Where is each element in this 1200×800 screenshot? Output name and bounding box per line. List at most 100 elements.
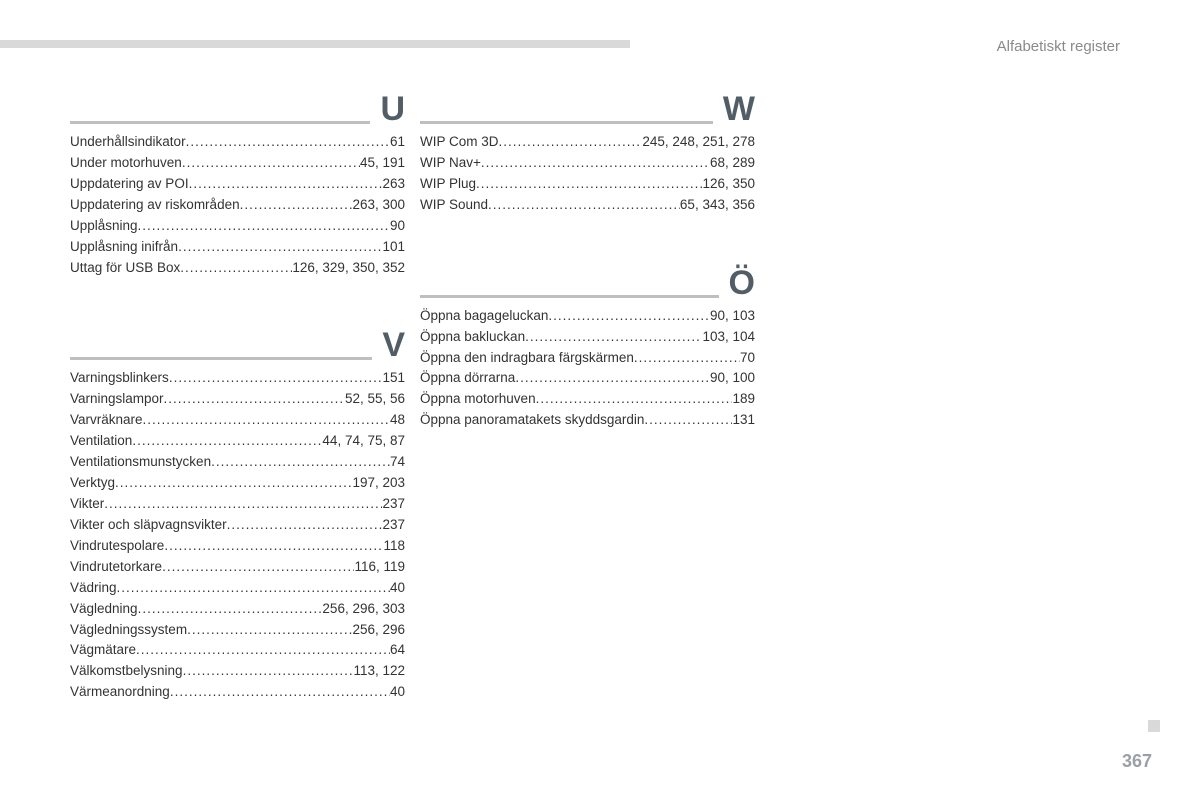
- entry-pages: 113, 122: [353, 661, 405, 682]
- entry-term: WIP Sound: [420, 195, 488, 216]
- entry-term: Öppna den indragbara färgskärmen: [420, 348, 634, 369]
- entry-leader-dots: [170, 682, 390, 703]
- entry-pages: 68, 289: [710, 153, 755, 174]
- entry-leader-dots: [515, 368, 710, 389]
- entry-leader-dots: [476, 174, 702, 195]
- index-entry: Ventilation 44, 74, 75, 87: [70, 431, 405, 452]
- index-section: U Underhållsindikator 61Under motorhuven …: [70, 90, 405, 278]
- entry-leader-dots: [182, 153, 360, 174]
- index-entry: Öppna panoramatakets skyddsgardin 131: [420, 410, 755, 431]
- entry-leader-dots: [536, 389, 733, 410]
- section-rule: [420, 121, 755, 124]
- entry-leader-dots: [183, 661, 354, 682]
- entry-term: Vindrutespolare: [70, 536, 164, 557]
- entry-leader-dots: [227, 515, 383, 536]
- entry-term: Öppna bagageluckan: [420, 306, 548, 327]
- entry-leader-dots: [162, 557, 354, 578]
- index-entry: Vädring 40: [70, 578, 405, 599]
- section-letter: U: [370, 92, 405, 126]
- index-entry: Öppna bagageluckan 90, 103: [420, 306, 755, 327]
- index-entry: Under motorhuven 45, 191: [70, 153, 405, 174]
- entry-term: Vikter och släpvagnsvikter: [70, 515, 227, 536]
- entry-pages: 237: [382, 494, 405, 515]
- section-header: Alfabetiskt register: [997, 38, 1120, 55]
- index-entry: Vindrutetorkare 116, 119: [70, 557, 405, 578]
- entry-term: Varningsblinkers: [70, 368, 169, 389]
- entry-pages: 118: [383, 536, 405, 557]
- section-letter: V: [372, 328, 405, 362]
- index-entry: Uppdatering av POI 263: [70, 174, 405, 195]
- section-head: W: [420, 90, 755, 126]
- entry-leader-dots: [187, 620, 352, 641]
- entry-leader-dots: [186, 132, 390, 153]
- entry-term: WIP Com 3D: [420, 132, 499, 153]
- entry-pages: 61: [390, 132, 405, 153]
- entry-leader-dots: [211, 452, 390, 473]
- entry-term: Vägledning: [70, 599, 138, 620]
- section-rule: [70, 357, 405, 360]
- entry-term: Uppdatering av POI: [70, 174, 189, 195]
- index-section: VVarningsblinkers 151Varningslampor 52, …: [70, 326, 405, 703]
- section-rule: [420, 295, 755, 298]
- entry-leader-dots: [115, 473, 352, 494]
- index-entry: Underhållsindikator 61: [70, 132, 405, 153]
- entry-leader-dots: [634, 348, 740, 369]
- entry-leader-dots: [136, 640, 390, 661]
- entry-term: Öppna motorhuven: [420, 389, 536, 410]
- entry-pages: 48: [390, 410, 405, 431]
- index-entry: Varningsblinkers 151: [70, 368, 405, 389]
- index-entry: Vikter och släpvagnsvikter 237: [70, 515, 405, 536]
- entry-pages: 103, 104: [702, 327, 755, 348]
- entry-pages: 237: [382, 515, 405, 536]
- entry-pages: 45, 191: [360, 153, 405, 174]
- entry-pages: 256, 296, 303: [322, 599, 405, 620]
- index-entry: Värmeanordning 40: [70, 682, 405, 703]
- entry-pages: 126, 350: [702, 174, 755, 195]
- entry-leader-dots: [117, 578, 390, 599]
- index-entry: Vägledningssystem 256, 296: [70, 620, 405, 641]
- index-entry: WIP Com 3D 245, 248, 251, 278: [420, 132, 755, 153]
- entry-leader-dots: [180, 258, 292, 279]
- entry-leader-dots: [525, 327, 702, 348]
- index-page: Alfabetiskt register U Underhållsindikato…: [0, 0, 1200, 800]
- page-number: 367: [1122, 751, 1152, 772]
- index-entry: Verktyg 197, 203: [70, 473, 405, 494]
- entry-term: Under motorhuven: [70, 153, 182, 174]
- entry-pages: 256, 296: [352, 620, 405, 641]
- entry-term: Öppna dörrarna: [420, 368, 515, 389]
- entry-leader-dots: [499, 132, 643, 153]
- index-entry: Välkomstbelysning 113, 122: [70, 661, 405, 682]
- entry-pages: 90: [390, 216, 405, 237]
- entry-term: Varvräknare: [70, 410, 143, 431]
- index-section: WWIP Com 3D 245, 248, 251, 278WIP Nav+ 6…: [420, 90, 755, 216]
- index-entry: Öppna dörrarna 90, 100: [420, 368, 755, 389]
- entry-pages: 70: [740, 348, 755, 369]
- index-entry: Upplåsning 90: [70, 216, 405, 237]
- entry-leader-dots: [488, 195, 680, 216]
- entry-pages: 189: [732, 389, 755, 410]
- entry-pages: 65, 343, 356: [680, 195, 755, 216]
- entry-leader-dots: [169, 368, 383, 389]
- entry-pages: 52, 55, 56: [345, 389, 405, 410]
- entry-pages: 116, 119: [354, 557, 405, 578]
- index-entry: Vägledning 256, 296, 303: [70, 599, 405, 620]
- index-entry: Öppna motorhuven 189: [420, 389, 755, 410]
- section-letter: W: [713, 92, 755, 126]
- index-entry: Öppna bakluckan 103, 104: [420, 327, 755, 348]
- entry-leader-dots: [164, 389, 345, 410]
- entry-term: Vägmätare: [70, 640, 136, 661]
- entry-term: WIP Nav+: [420, 153, 481, 174]
- entry-pages: 245, 248, 251, 278: [642, 132, 755, 153]
- entry-pages: 64: [390, 640, 405, 661]
- entry-pages: 151: [382, 368, 405, 389]
- entry-term: Uttag för USB Box: [70, 258, 180, 279]
- entry-pages: 101: [382, 237, 405, 258]
- index-entry: Vindrutespolare 118: [70, 536, 405, 557]
- entry-term: WIP Plug: [420, 174, 476, 195]
- entry-leader-dots: [143, 410, 390, 431]
- index-entry: Vägmätare 64: [70, 640, 405, 661]
- section-letter: Ö: [719, 266, 755, 300]
- entry-term: Vädring: [70, 578, 117, 599]
- entry-term: Vägledningssystem: [70, 620, 187, 641]
- entry-pages: 40: [390, 578, 405, 599]
